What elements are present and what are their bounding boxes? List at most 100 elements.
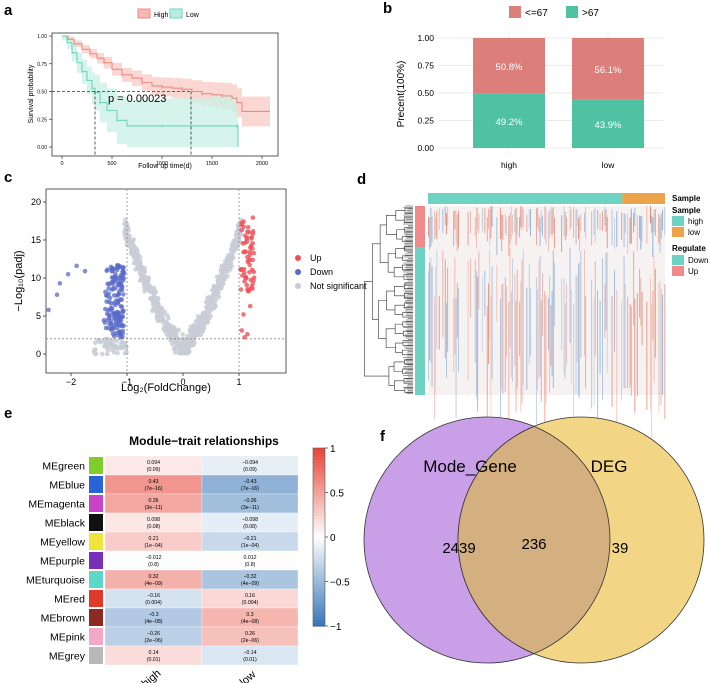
venn-mode-gene-label: Mode_Gene [423, 457, 517, 476]
volcano-point-ns [197, 329, 203, 334]
dendrogram-branch [404, 359, 413, 365]
volcano-point-ns [200, 319, 206, 325]
heatmap-streak [633, 251, 635, 326]
dendrogram-branch [388, 366, 395, 386]
heatmap-streak [593, 296, 595, 407]
heatmap-streak [566, 216, 567, 237]
heatmap-streak [526, 287, 528, 390]
volcano-point-ns [122, 217, 128, 223]
volcano-ytick-label: 0 [36, 349, 41, 359]
volcano-xtick-label: 1 [236, 377, 241, 387]
heatmap-streak [500, 207, 501, 240]
bar-ytick-label: 0.00 [417, 143, 434, 153]
heatmap-streak [520, 280, 522, 412]
colorbar-step [313, 486, 325, 491]
sample-annotation-low [622, 193, 665, 204]
heatmap-streak [446, 302, 447, 378]
volcano-point-down [119, 297, 125, 303]
heatmap-streak [575, 276, 577, 395]
heatmap-streak [662, 210, 663, 231]
module-swatch-mepurple [89, 552, 103, 569]
volcano-point-ns [234, 232, 239, 238]
venn-left-count: 2439 [442, 540, 475, 557]
volcano-point-up [248, 245, 253, 250]
volcano-point-down [117, 331, 123, 336]
volcano-point-up [244, 282, 250, 288]
volcano-point-ns [187, 339, 192, 344]
volcano-point-ns [230, 248, 236, 253]
heatmap-streak [653, 255, 655, 383]
dendrogram-branch [386, 290, 395, 311]
heatmap-streak [540, 300, 542, 402]
heatmap-streak [442, 249, 444, 338]
heatmap-streak [639, 215, 641, 239]
module-swatch-meturquoise [89, 571, 103, 588]
module-trait-pvalue: (7e−16) [144, 486, 162, 492]
volcano-ytick-label: 20 [31, 197, 41, 207]
regulate-annotation-down [415, 247, 425, 395]
volcano-point-down [106, 286, 111, 291]
heatmap-streak [484, 270, 486, 316]
heatmap-streak [639, 268, 641, 318]
heatmap-streak [486, 305, 488, 446]
heatmap-streak [659, 280, 661, 405]
heatmap-streak [548, 298, 549, 350]
bar-ytick-label: 0.25 [417, 116, 434, 126]
km-curve-low [62, 35, 239, 147]
heatmap-streak [521, 259, 523, 404]
volcano-point-ns [135, 252, 141, 257]
volcano-point-down [119, 322, 124, 328]
heatmap-streak [515, 300, 517, 412]
dendrogram-branch [387, 252, 396, 273]
volcano-point-down [82, 268, 88, 274]
legend-up-label: Up [310, 253, 322, 263]
module-trait-corr: 0.094 [147, 460, 160, 466]
p-value-annotation: p = 0.00023 [108, 93, 166, 105]
volcano-point-ns [173, 350, 178, 355]
heatmap-streak [491, 206, 493, 227]
heatmap-streak [623, 256, 625, 388]
volcano-point-up [245, 288, 251, 294]
heatmap-streak [490, 206, 492, 239]
module-trait-corr: 0.098 [147, 517, 160, 523]
heatmap-streak [453, 297, 455, 372]
venn-overlap [457, 425, 611, 655]
heatmap-streak [594, 261, 596, 356]
volcano-point-ns [213, 285, 219, 291]
colorbar-step [313, 548, 325, 553]
volcano-point-ns [100, 351, 105, 357]
heatmap-streak [506, 217, 507, 236]
heatmap-streak [446, 213, 447, 234]
module-trait-pvalue: (0.09) [243, 467, 257, 473]
volcano-point-ns [164, 320, 169, 326]
heatmap-streak [522, 208, 524, 227]
km-xtick-label: 0 [60, 161, 63, 167]
volcano-point-down [116, 289, 122, 294]
volcano-point-down [109, 265, 115, 271]
bar-le67-label: 50.8% [496, 62, 523, 73]
heatmap-streak [584, 212, 585, 232]
dendrogram-branch [404, 283, 413, 289]
module-trait-corr: −0.094 [242, 460, 258, 466]
volcano-point-ns [180, 332, 186, 337]
volcano-point-ns [205, 302, 211, 308]
module-trait-pvalue: (0.01) [147, 657, 161, 663]
volcano-ytick-label: 15 [31, 235, 41, 245]
heatmap-streak [573, 207, 575, 238]
heatmap-streak [652, 290, 654, 340]
volcano-point-down [111, 293, 117, 298]
heatmap-streak [539, 217, 541, 247]
module-trait-corr: 0.14 [148, 650, 158, 656]
heatmap-streak [604, 283, 606, 339]
heatmap-streak [621, 212, 623, 240]
volcano-point-ns [114, 338, 120, 344]
heatmap-streak [594, 207, 596, 243]
module-trait-pvalue: (0.8) [148, 562, 159, 568]
heatmap-streak [509, 247, 511, 348]
heatmap-streak [508, 302, 510, 445]
heatmap-streak [550, 305, 552, 367]
volcano-point-up [251, 269, 257, 275]
heatmap-streak [540, 210, 542, 233]
colorbar-step [313, 539, 325, 544]
module-trait-pvalue: (0.08) [243, 524, 257, 530]
